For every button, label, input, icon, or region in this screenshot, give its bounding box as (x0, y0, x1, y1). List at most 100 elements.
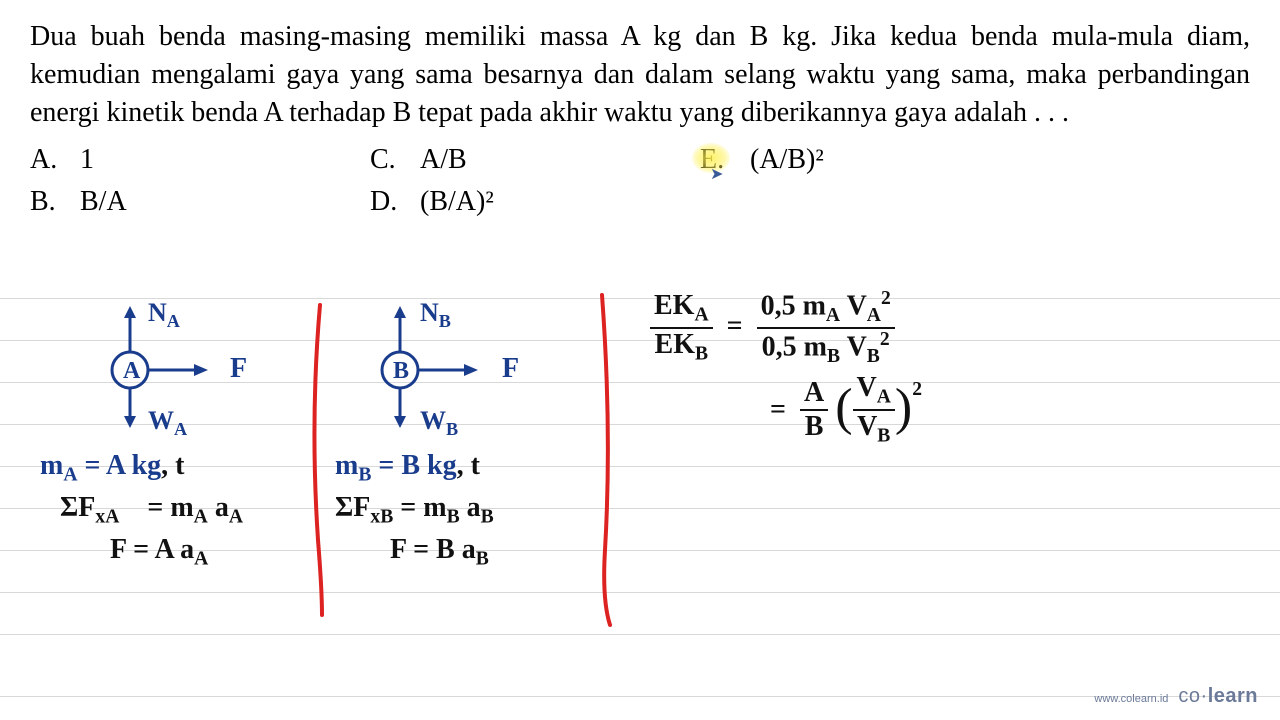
option-e: ➤ E. (A/B)² (700, 139, 1000, 181)
label-f-b: F (502, 353, 519, 385)
option-d: D. (B/A)² (370, 181, 700, 223)
wb-w: W (420, 406, 446, 435)
label-nb: NB (420, 298, 451, 332)
ekb-sub: B (695, 344, 708, 365)
options-block: A. 1 C. A/B ➤ E. (A/B)² B. B/A D. (B/A)² (0, 139, 1280, 223)
e1db: B (827, 346, 840, 367)
option-d-label: D. (370, 181, 420, 223)
question-text: Dua buah benda masing-masing memiliki ma… (0, 0, 1280, 139)
sfb-a: a (460, 492, 481, 523)
diagram-b: B (360, 300, 560, 460)
e2a: A (800, 377, 828, 411)
nb-n: N (420, 298, 439, 327)
sfb-B: B (380, 507, 393, 528)
red-divider-1 (300, 300, 340, 620)
option-e-text: (A/B)² (750, 139, 824, 181)
diagram-a: A (90, 300, 290, 460)
label-wa: WA (148, 406, 187, 440)
option-a-text: 1 (80, 139, 94, 181)
fab-sub: B (476, 549, 489, 570)
mb-m: m (335, 450, 358, 481)
e2vbb: B (877, 425, 890, 446)
sfa-l: ΣF (60, 492, 95, 523)
faa-line: F = A aA (110, 534, 208, 571)
footer: www.colearn.id co·learn (1094, 685, 1258, 708)
wa-w: W (148, 406, 174, 435)
fab-txt: F = B a (390, 534, 476, 565)
option-a-label: A. (30, 139, 80, 181)
ekb: EK (655, 329, 695, 360)
sfb-x: x (370, 507, 380, 528)
mb-eq: = B kg (371, 450, 456, 481)
sumfxa-line: ΣFxA = mA aA (60, 492, 243, 529)
cursor-icon: ➤ (710, 163, 723, 187)
e1nv: V (840, 290, 867, 321)
eq2-sign: = (770, 394, 786, 426)
e1dv: V (840, 331, 867, 362)
svg-text:A: A (123, 358, 141, 384)
e1nsq: 2 (881, 288, 891, 309)
paren-r: ) (895, 378, 912, 437)
ma-line: mA = A kg, t (40, 450, 184, 487)
wa-sub: A (174, 419, 187, 439)
rule-line (0, 592, 1280, 593)
mb-line: mB = B kg, t (335, 450, 480, 487)
ma-sub: A (63, 465, 77, 486)
eka: EK (654, 290, 694, 321)
faa-txt: F = A a (110, 534, 194, 565)
wb-sub: B (446, 419, 458, 439)
option-b-label: B. (30, 181, 80, 223)
option-b-text: B/A (80, 181, 127, 223)
e2vbv: V (857, 411, 877, 442)
option-c-text: A/B (420, 139, 467, 181)
nb-sub: B (439, 311, 451, 331)
option-a: A. 1 (30, 139, 370, 181)
svg-text:B: B (393, 358, 409, 384)
option-d-text: (B/A)² (420, 181, 494, 223)
sfa-A: A (105, 507, 119, 528)
e1d: 0,5 m (762, 331, 827, 362)
rule-line (0, 466, 1280, 467)
rule-line (0, 634, 1280, 635)
sfa-ra: A (194, 507, 208, 528)
na-sub: A (167, 311, 180, 331)
sfa-a: a (208, 492, 229, 523)
mv-frac: 0,5 mA VA2 0,5 mB VB2 (757, 288, 895, 368)
option-c: C. A/B (370, 139, 700, 181)
sfa-x: x (95, 507, 105, 528)
ma-m: m (40, 450, 63, 481)
label-f-a: F (230, 353, 247, 385)
e2vaa: A (877, 387, 891, 408)
sfb-l: ΣF (335, 492, 370, 523)
eka-sub: A (694, 305, 708, 326)
paren-l: ( (835, 378, 852, 437)
ma-eq: = A kg (77, 450, 161, 481)
label-wb: WB (420, 406, 458, 440)
sfa-r: = m (147, 492, 193, 523)
e1na: A (826, 305, 840, 326)
vavb-frac: VA VB (853, 372, 895, 447)
e1nva: A (867, 305, 881, 326)
ek-fraction: EKA EKB = 0,5 mA VA2 0,5 mB VB2 (650, 288, 895, 368)
ab-frac: A B (800, 377, 828, 443)
footer-logo: co·learn (1178, 685, 1258, 708)
sfa-aa: A (229, 507, 243, 528)
mb-t: , t (457, 450, 480, 481)
e1dvb: B (867, 346, 880, 367)
option-b: B. B/A (30, 181, 370, 223)
e1dsq: 2 (880, 329, 890, 350)
rule-line (0, 696, 1280, 697)
e1n: 0,5 m (761, 290, 826, 321)
sfb-ab: B (481, 507, 494, 528)
sfb-rb: B (447, 507, 460, 528)
ek-result: = A B ( VA VB ) 2 (770, 372, 922, 447)
eq1-sign: = (727, 310, 743, 341)
na-n: N (148, 298, 167, 327)
sumfxb-line: ΣFxB = mB aB (335, 492, 494, 529)
faa-sub: A (194, 549, 208, 570)
red-divider-2 (590, 290, 630, 630)
mb-sub: B (358, 465, 371, 486)
footer-url: www.colearn.id (1094, 693, 1168, 705)
sfb-r: = m (400, 492, 446, 523)
label-na: NA (148, 298, 180, 332)
